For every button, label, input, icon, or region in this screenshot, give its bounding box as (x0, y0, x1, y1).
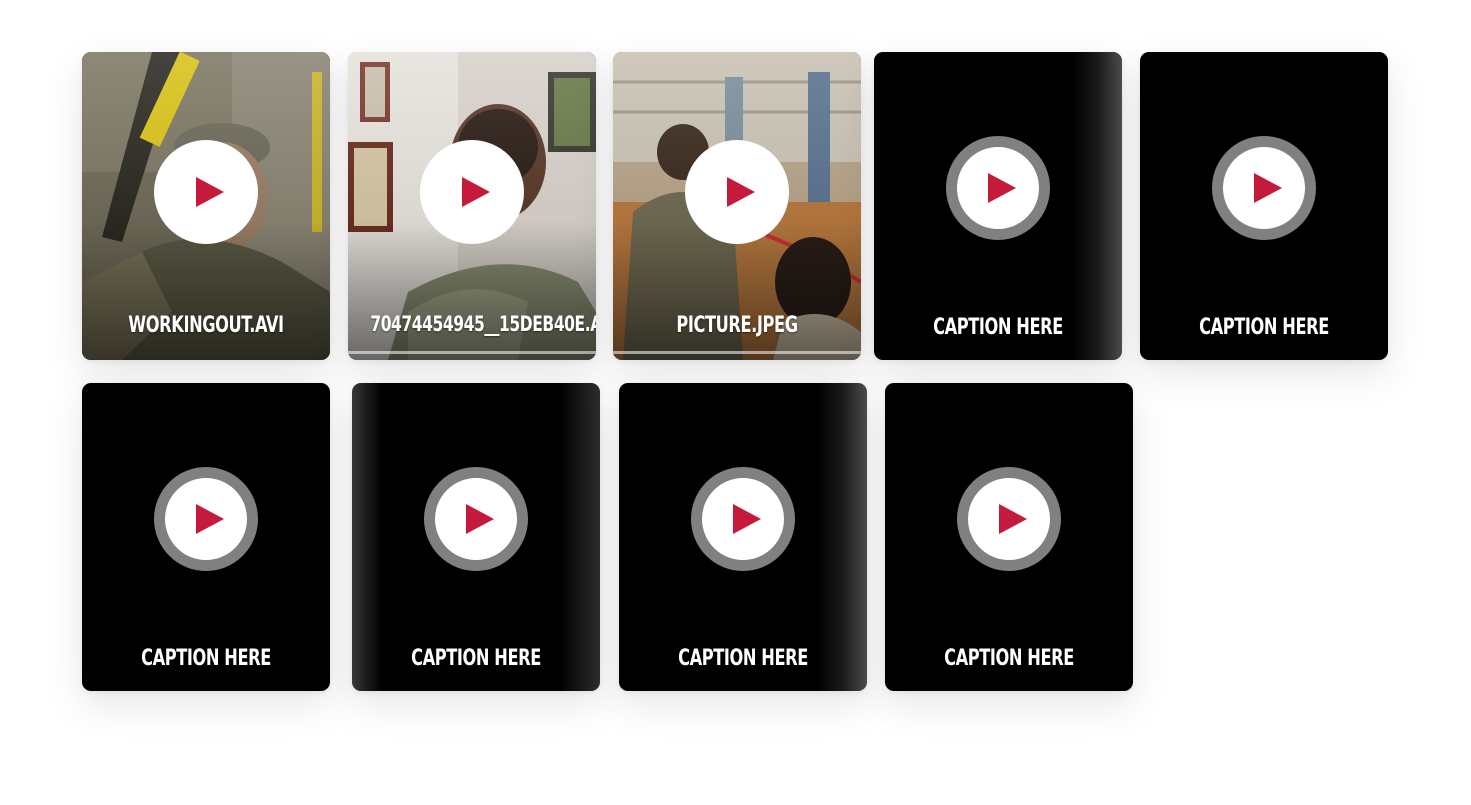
play-button[interactable] (691, 467, 795, 571)
play-icon (196, 504, 224, 534)
play-icon (466, 504, 494, 534)
media-tile-video-file[interactable]: 70474454945__15DEB40E.AVI (348, 52, 596, 360)
tile-caption: 70474454945__15DEB40E.AVI (370, 312, 596, 336)
play-button[interactable] (424, 467, 528, 571)
tile-caption: CAPTION HERE (141, 646, 271, 671)
tile-caption: WORKINGOUT.AVI (128, 313, 284, 338)
media-tile-placeholder[interactable]: CAPTION HERE (885, 383, 1133, 691)
tile-caption: CAPTION HERE (678, 646, 808, 671)
play-button[interactable] (420, 140, 524, 244)
play-icon (727, 177, 755, 207)
play-icon (1254, 173, 1282, 203)
tile-caption: CAPTION HERE (1199, 315, 1329, 340)
play-button[interactable] (154, 140, 258, 244)
tile-caption: CAPTION HERE (944, 646, 1074, 671)
play-icon (733, 504, 761, 534)
play-icon (196, 177, 224, 207)
play-icon (999, 504, 1027, 534)
progress-bar (613, 351, 861, 354)
media-tile-placeholder[interactable]: CAPTION HERE (1140, 52, 1388, 360)
tile-caption: CAPTION HERE (933, 315, 1063, 340)
tile-caption: PICTURE.JPEG (676, 313, 798, 338)
tile-caption: CAPTION HERE (411, 646, 541, 671)
media-tile-workingout[interactable]: WORKINGOUT.AVI (82, 52, 330, 360)
media-tile-placeholder[interactable]: CAPTION HERE (874, 52, 1122, 360)
play-button[interactable] (957, 467, 1061, 571)
play-button[interactable] (1212, 136, 1316, 240)
play-icon (988, 173, 1016, 203)
media-tile-picture[interactable]: PICTURE.JPEG (613, 52, 861, 360)
media-tile-placeholder[interactable]: CAPTION HERE (82, 383, 330, 691)
media-tile-placeholder[interactable]: CAPTION HERE (352, 383, 600, 691)
play-button[interactable] (685, 140, 789, 244)
play-button[interactable] (946, 136, 1050, 240)
play-button[interactable] (154, 467, 258, 571)
progress-bar (348, 351, 596, 354)
play-icon (462, 177, 490, 207)
media-tile-placeholder[interactable]: CAPTION HERE (619, 383, 867, 691)
